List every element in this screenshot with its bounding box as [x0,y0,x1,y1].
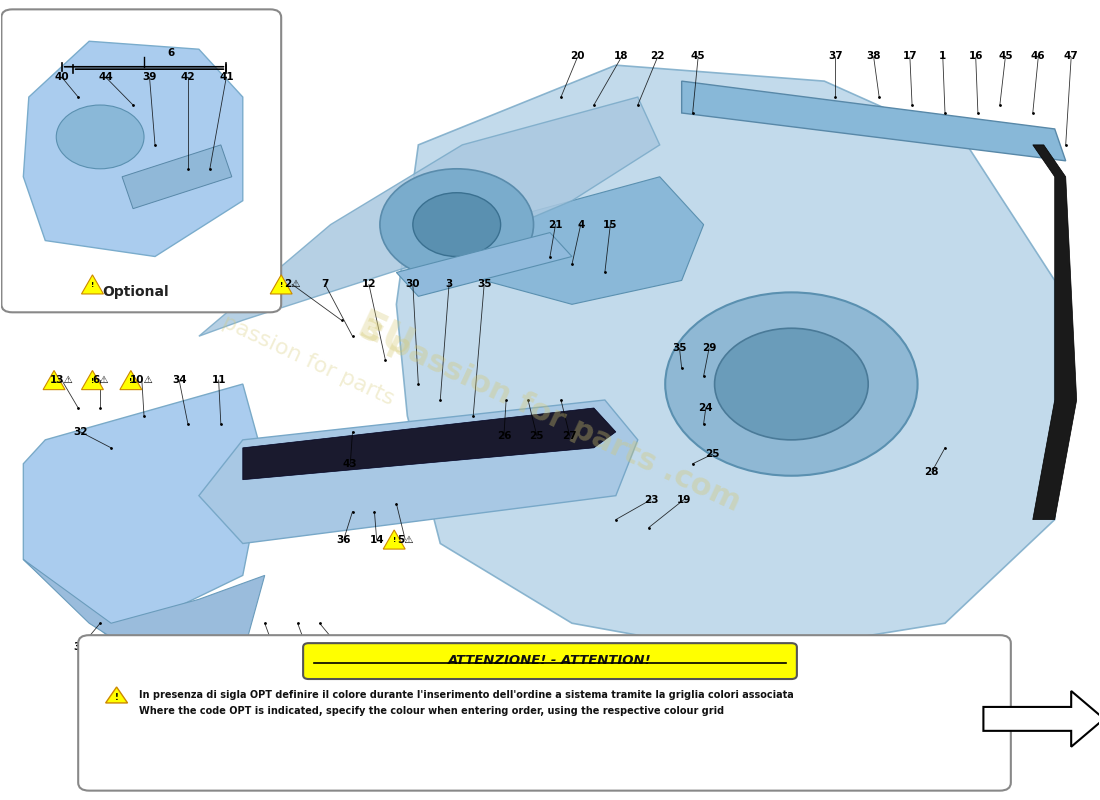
FancyBboxPatch shape [304,643,796,679]
Text: !: ! [279,282,283,288]
Text: 45: 45 [998,50,1013,61]
Text: 40: 40 [54,72,69,82]
Text: 9: 9 [270,642,277,652]
Text: 17: 17 [903,50,917,61]
Text: 36: 36 [337,534,351,545]
Text: !: ! [114,693,119,702]
Text: 4: 4 [578,220,584,230]
Text: !: ! [91,378,95,384]
FancyBboxPatch shape [1,10,282,312]
Polygon shape [199,400,638,543]
Circle shape [666,292,917,476]
Text: 8⚠: 8⚠ [331,642,348,652]
Text: 1: 1 [939,50,946,61]
Text: !: ! [393,538,396,543]
Text: ATTENZIONE! - ATTENTION!: ATTENZIONE! - ATTENTION! [448,654,652,667]
Polygon shape [23,384,265,639]
Polygon shape [682,81,1066,161]
Polygon shape [1033,145,1077,519]
Text: 46: 46 [1031,50,1046,61]
Text: 47: 47 [1064,50,1079,61]
Polygon shape [122,145,232,209]
Text: 31: 31 [73,642,88,652]
Text: 28: 28 [925,466,939,477]
Circle shape [379,169,534,281]
Text: 7: 7 [321,279,329,290]
Text: 19: 19 [676,494,691,505]
Polygon shape [383,530,405,549]
Text: 21: 21 [548,220,563,230]
Text: Optional: Optional [102,286,168,299]
Polygon shape [271,275,293,294]
Polygon shape [23,559,265,679]
Text: 27: 27 [562,431,578,441]
Text: 29: 29 [702,343,716,353]
Text: 44: 44 [98,72,113,82]
Text: EU: EU [351,306,420,366]
Text: 35: 35 [477,279,492,290]
Polygon shape [243,408,616,480]
Text: 12: 12 [362,279,376,290]
Text: !: ! [91,282,95,288]
Text: !: ! [129,378,132,384]
Text: 34: 34 [172,375,187,385]
Text: 6: 6 [168,48,175,58]
Polygon shape [23,42,243,257]
Polygon shape [983,691,1100,746]
Text: 42: 42 [180,72,195,82]
Text: 23: 23 [644,494,658,505]
Text: 39: 39 [142,72,156,82]
Polygon shape [43,370,65,390]
Polygon shape [318,638,339,657]
Polygon shape [81,370,103,390]
Circle shape [56,105,144,169]
Text: 41: 41 [219,72,233,82]
Text: 37: 37 [828,50,843,61]
Text: 26: 26 [497,431,512,441]
Text: 22: 22 [650,50,664,61]
Text: 18: 18 [614,50,628,61]
Text: passion for parts: passion for parts [220,311,398,409]
Text: 6⚠: 6⚠ [92,375,109,385]
Text: 5⚠: 5⚠ [397,534,414,545]
Text: 13⚠: 13⚠ [50,375,74,385]
Text: 32: 32 [73,427,88,437]
Polygon shape [484,177,704,304]
Circle shape [715,328,868,440]
Text: 35: 35 [672,343,686,353]
Text: 33: 33 [299,642,314,652]
Text: 25: 25 [529,431,544,441]
Polygon shape [81,275,103,294]
Text: In presenza di sigla OPT definire il colore durante l'inserimento dell'ordine a : In presenza di sigla OPT definire il col… [139,690,793,700]
Text: !: ! [53,378,56,384]
Text: 30: 30 [406,279,420,290]
Polygon shape [396,65,1055,655]
Polygon shape [106,687,128,703]
Text: Where the code OPT is indicated, specify the colour when entering order, using t: Where the code OPT is indicated, specify… [139,706,724,716]
Text: 16: 16 [968,50,983,61]
Text: !: ! [327,645,330,651]
Polygon shape [120,370,142,390]
Text: 11: 11 [211,375,226,385]
FancyBboxPatch shape [78,635,1011,790]
Text: 15: 15 [603,220,617,230]
Text: 3 passion for parts .com: 3 passion for parts .com [355,314,745,517]
Circle shape [412,193,500,257]
Text: 24: 24 [698,403,713,413]
Text: 2⚠: 2⚠ [284,279,300,290]
Text: 14: 14 [370,534,384,545]
Text: 38: 38 [867,50,881,61]
Text: 43: 43 [343,458,358,469]
Text: 25: 25 [705,450,719,459]
Text: 10⚠: 10⚠ [130,375,154,385]
Text: 3: 3 [446,279,453,290]
Polygon shape [396,233,572,296]
Text: 45: 45 [691,50,705,61]
Text: 20: 20 [570,50,585,61]
Polygon shape [199,97,660,336]
